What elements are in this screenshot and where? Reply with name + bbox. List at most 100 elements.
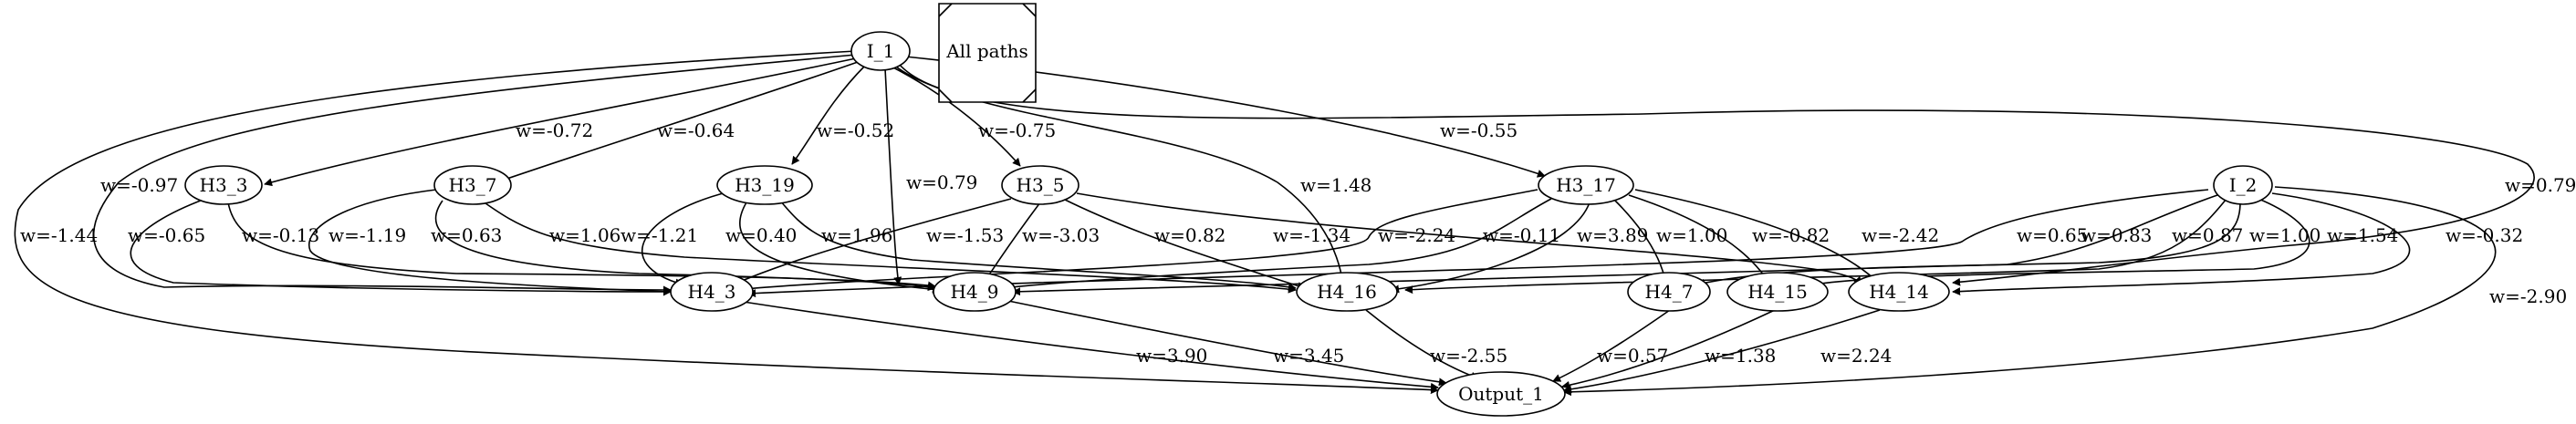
node-h3-7: H3_7 (433, 165, 512, 205)
svg-text:H3_5: H3_5 (1017, 174, 1065, 196)
edge-label: w=1.06 (549, 224, 621, 246)
edge-label: w=-0.55 (1440, 119, 1517, 141)
node-h3-17: H3_17 (1538, 165, 1634, 205)
edge-label: w=-0.32 (2446, 224, 2523, 246)
edge-label: w=0.57 (1597, 345, 1668, 367)
svg-text:I_2: I_2 (2229, 174, 2258, 196)
edge-i1-output: w=-1.44 (14, 50, 1439, 395)
edge-label: w=0.83 (2081, 224, 2152, 246)
edge-i1-h4-3: w=-0.97 (93, 54, 857, 295)
edge-label: w=3.90 (1136, 345, 1207, 367)
svg-text:H3_3: H3_3 (200, 174, 248, 196)
edge-label: w=1.96 (821, 224, 892, 246)
edge-label: w=-2.42 (1862, 224, 1939, 246)
edge-h4-16-output: w=-2.55 (1365, 309, 1507, 380)
edge-label: w=0.82 (1154, 224, 1225, 246)
svg-text:H4_9: H4_9 (951, 281, 999, 303)
edge-h3-5-h4-16: w=0.82 (1062, 198, 1306, 290)
edge-i1-h4-14: w=0.79 (898, 63, 2576, 286)
svg-text:H3_19: H3_19 (735, 174, 795, 196)
svg-text:H4_14: H4_14 (1869, 281, 1929, 303)
edge-label: w=-0.82 (1752, 224, 1830, 246)
edge-label: w=-1.53 (926, 224, 1004, 246)
edge-h4-14-output: w=2.24 (1563, 309, 1892, 394)
edge-i1-h3-5: w=-0.75 (889, 65, 1056, 167)
edge-label: w=-0.64 (657, 119, 735, 141)
edge-i2-output: w=-2.90 (1563, 186, 2567, 397)
edge-label: w=-0.52 (817, 119, 894, 141)
edge-label: w=-2.24 (1378, 224, 1455, 246)
svg-text:I_1: I_1 (867, 40, 895, 62)
nodes: I_1 All paths H3_3 H3_7 H3_19 H3_5 (184, 3, 2273, 417)
edge-h4-15-output: w=1.38 (1561, 309, 1776, 389)
node-h4-16: H4_16 (1296, 272, 1398, 312)
edge-label: w=-0.13 (242, 224, 319, 246)
edge-label: w=-3.03 (1022, 224, 1100, 246)
edge-h3-17-h4-7: w=1.00 (1614, 200, 1727, 285)
legend-all-paths: All paths (938, 3, 1037, 103)
edge-label: w=1.00 (1656, 224, 1727, 246)
edge-label: w=0.79 (906, 171, 977, 193)
node-h3-19: H3_19 (716, 165, 813, 205)
edge-h3-5-h4-14: w=-1.34 (1076, 192, 1862, 285)
edge-label: w=0.65 (2017, 224, 2088, 246)
svg-text:H3_17: H3_17 (1556, 174, 1616, 196)
edge-label: w=0.87 (2172, 224, 2243, 246)
edge-label: w=3.89 (1577, 224, 1648, 246)
edge-h3-17-h4-14: w=-2.42 (1634, 189, 1939, 285)
edge-label: w=-0.72 (516, 119, 593, 141)
edge-h3-17-h4-16: w=3.89 (1391, 202, 1648, 294)
edge-h3-17-h4-9: w=-0.11 (1003, 198, 1560, 292)
node-h4-14: H4_14 (1848, 272, 1950, 312)
edge-h3-5-h4-3: w=-1.53 (725, 198, 1012, 289)
svg-text:H3_7: H3_7 (449, 174, 497, 196)
node-i1: I_1 (850, 31, 911, 71)
edge-label: w=-0.65 (128, 224, 205, 246)
svg-text:H4_3: H4_3 (688, 281, 736, 303)
node-i2: I_2 (2213, 165, 2273, 205)
edge-label: w=1.38 (1705, 345, 1776, 367)
edge-label: w=0.79 (2505, 174, 2576, 196)
edge-label: w=3.45 (1273, 345, 1344, 367)
edge-i1-h3-3: w=-0.72 (264, 57, 857, 187)
edge-i2-h4-3: w=0.65 (747, 189, 2209, 298)
node-h4-3: H4_3 (670, 272, 754, 312)
node-output-1: Output_1 (1436, 371, 1566, 417)
edge-label: w=1.00 (2249, 224, 2320, 246)
edge-h3-7-h4-9: w=0.63 (431, 200, 936, 292)
edge-i1-h3-7: w=-0.64 (490, 61, 859, 186)
legend-label: All paths (945, 40, 1028, 62)
edge-label: w=-1.44 (20, 224, 98, 246)
node-h4-9: H4_9 (933, 272, 1017, 312)
edge-label: w=-1.34 (1273, 224, 1351, 246)
edge-h3-5-h4-9: w=-3.03 (980, 202, 1100, 288)
edge-h4-3-output: w=3.90 (736, 300, 1439, 391)
svg-text:Output_1: Output_1 (1458, 383, 1544, 405)
edge-label: w=-0.97 (100, 174, 178, 196)
edge-label: w=-0.11 (1483, 224, 1560, 246)
edge-h3-7-h4-3: w=-1.19 (308, 189, 672, 296)
node-h3-5: H3_5 (1001, 165, 1079, 205)
edge-h4-7-output: w=0.57 (1552, 309, 1671, 382)
edge-i1-h4-9: w=0.79 (884, 67, 977, 285)
edge-label: w=-2.55 (1430, 345, 1507, 367)
edge-h4-9-output: w=3.45 (1007, 300, 1447, 387)
edge-label: w=-0.75 (978, 119, 1056, 141)
edge-label: w=2.24 (1820, 345, 1892, 367)
edge-label: w=-1.19 (329, 224, 406, 246)
edge-i1-h3-19: w=-0.52 (791, 65, 894, 165)
edge-h3-3-h4-3: w=-0.65 (128, 198, 672, 296)
node-h3-3: H3_3 (184, 165, 263, 205)
edge-h3-17-h4-3: w=-2.24 (734, 189, 1538, 294)
svg-text:H4_7: H4_7 (1645, 281, 1694, 303)
edge-label: w=1.48 (1300, 174, 1371, 196)
edge-label: w=-1.21 (621, 224, 698, 246)
edges: w=-0.72 w=-0.64 w=-0.52 w=-0.75 w=-0.55 … (14, 50, 2576, 397)
svg-text:H4_15: H4_15 (1747, 281, 1808, 303)
edge-label: w=0.40 (725, 224, 797, 246)
svg-text:H4_16: H4_16 (1317, 281, 1377, 303)
edge-i2-h4-14: w=-0.32 (1952, 192, 2523, 296)
edge-label: w=1.54 (2327, 224, 2398, 246)
node-h4-15: H4_15 (1726, 272, 1829, 312)
